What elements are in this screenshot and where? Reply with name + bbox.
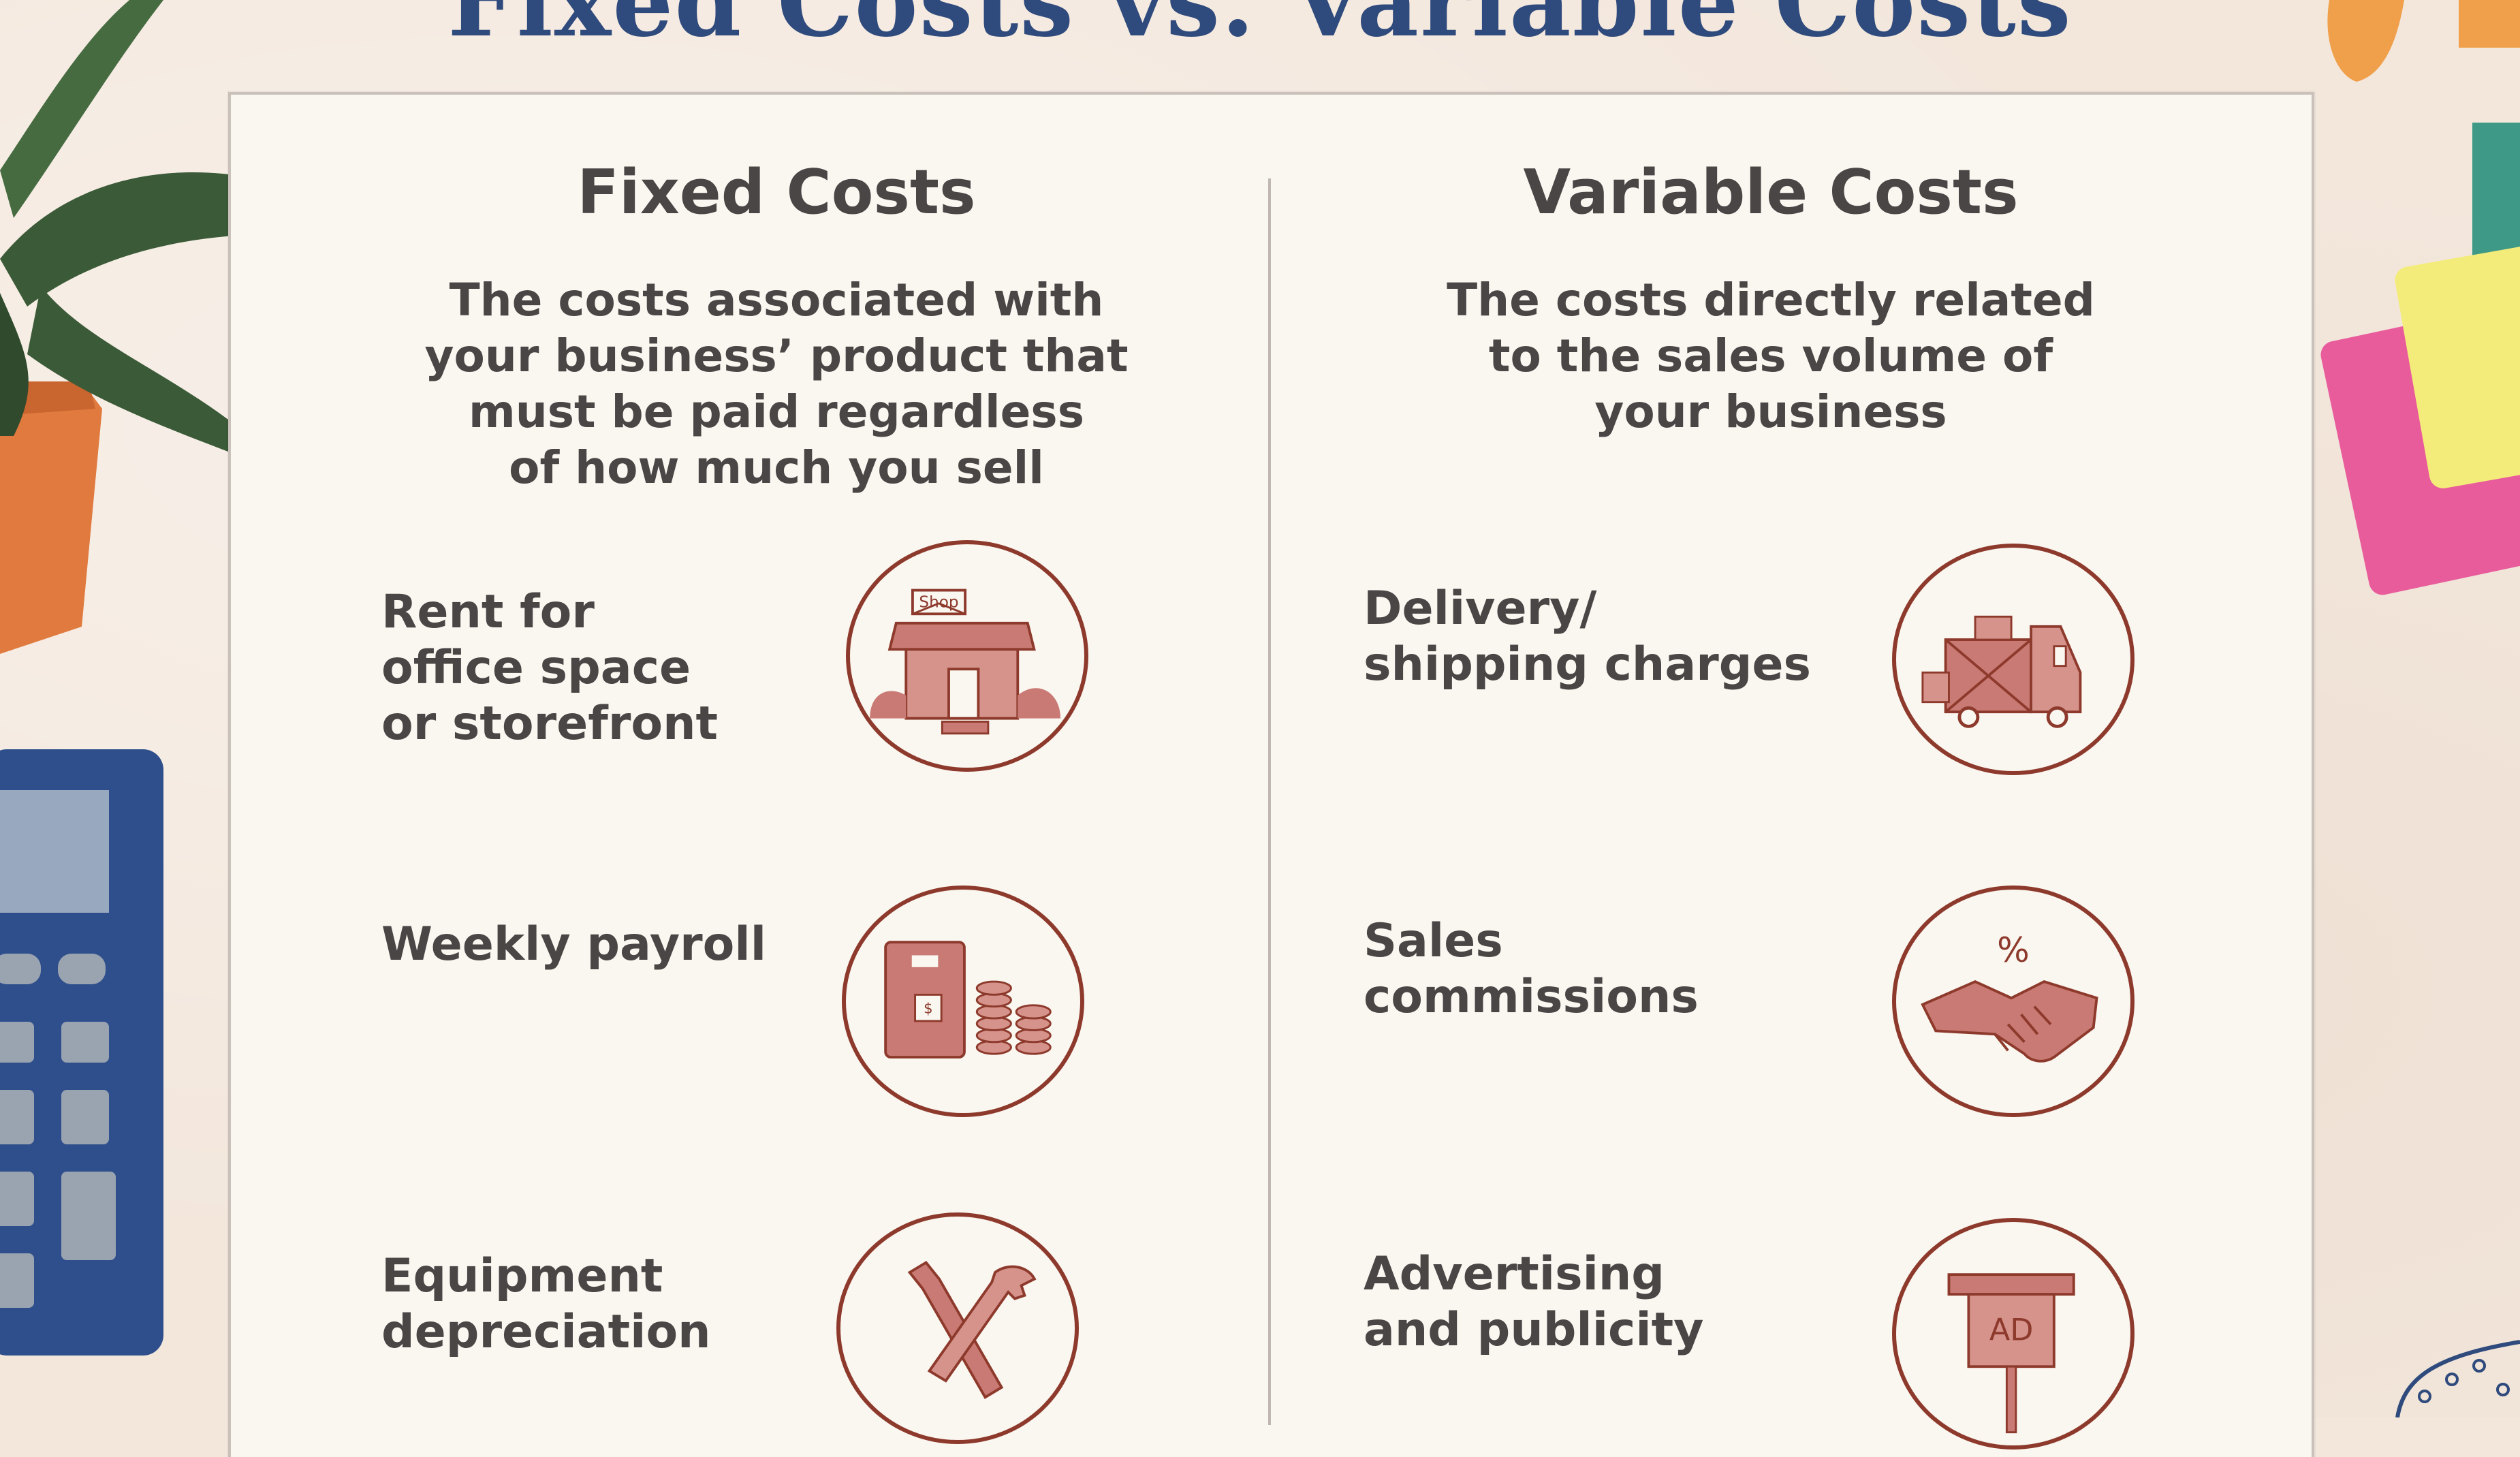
item-line: Equipment (381, 1249, 663, 1303)
item-line: office space (381, 641, 691, 695)
variable-costs-heading: Variable Costs (1523, 157, 2019, 228)
fixed-costs-heading: Fixed Costs (577, 157, 976, 228)
item-delivery: Delivery/ shipping charges (1364, 581, 1976, 693)
sticky-notes-decoration (2320, 0, 2520, 595)
calculator-decoration (0, 749, 163, 1356)
item-line: commissions (1364, 970, 1699, 1024)
item-payroll: Weekly payroll (381, 917, 994, 973)
item-line: and publicity (1364, 1303, 1704, 1357)
item-line: Sales (1364, 914, 1503, 968)
item-line: Advertising (1364, 1247, 1665, 1301)
payroll-dollar-text: $ (924, 1000, 933, 1017)
delivery-truck-icon (1892, 544, 2135, 775)
description-line: your business’ product that (424, 330, 1129, 382)
description-line: The costs directly related (1447, 274, 2095, 326)
tools-icon (836, 1212, 1079, 1444)
item-advertising: Advertising and publicity (1364, 1247, 1976, 1358)
item-line: Delivery/ (1364, 582, 1597, 636)
handshake-icon: % (1892, 886, 2135, 1117)
description-line: must be paid regardless (468, 386, 1085, 438)
description-line: The costs associated with (449, 274, 1104, 326)
fixed-costs-description: The costs associated with your business’… (368, 272, 1185, 496)
item-rent: Rent for office space or storefront (381, 584, 994, 752)
item-line: shipping charges (1364, 638, 1812, 691)
shop-icon: Shop (846, 540, 1088, 772)
description-line: to the sales volume of (1488, 330, 2053, 382)
column-divider (1268, 178, 1271, 1425)
ad-sign-icon: AD (1892, 1218, 2135, 1450)
item-line: or storefront (381, 697, 719, 751)
payroll-coins-icon: $ (842, 886, 1084, 1117)
page-title: Fixed Costs vs. Variable Costs (447, 0, 2073, 59)
item-line: depreciation (381, 1305, 711, 1359)
item-line: Weekly payroll (381, 918, 767, 971)
percent-text: % (1997, 930, 2030, 970)
ad-sign-text: AD (1989, 1313, 2034, 1348)
description-line: of how much you sell (509, 441, 1044, 494)
scribble-decoration (2395, 1340, 2520, 1417)
item-commissions: Sales commissions (1364, 913, 1976, 1025)
item-line: Rent for (381, 585, 595, 639)
description-line: your business (1594, 386, 1947, 438)
variable-costs-description: The costs directly related to the sales … (1362, 272, 2179, 440)
item-depreciation: Equipment depreciation (381, 1249, 994, 1360)
